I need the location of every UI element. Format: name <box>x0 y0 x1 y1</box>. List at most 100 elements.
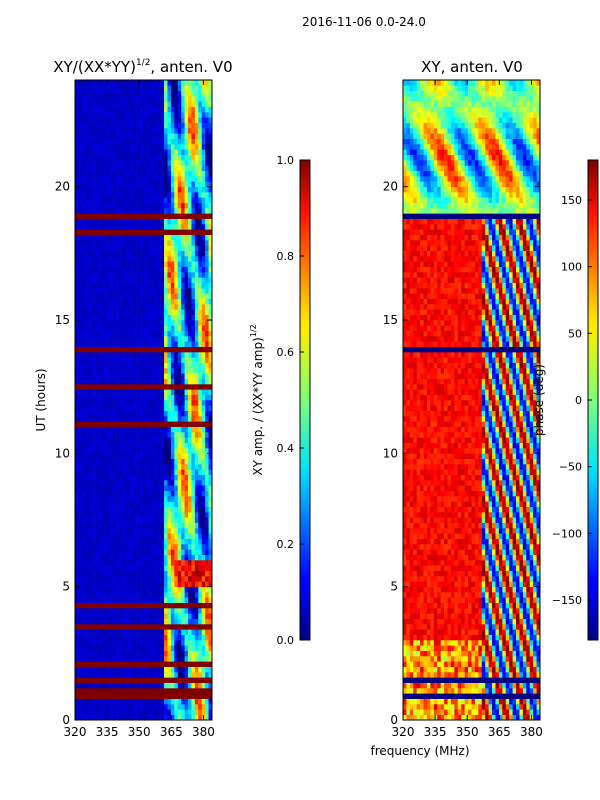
colorbar-1-ticks: 0.00.20.40.60.81.0 <box>277 154 304 647</box>
heatmap-cell <box>157 197 161 203</box>
heatmap-cell <box>447 714 452 720</box>
heatmap-cell <box>191 293 196 299</box>
heatmap-cell <box>174 464 179 470</box>
heatmap-cell <box>170 698 175 705</box>
heatmap-cell <box>133 501 137 507</box>
heatmap-cell <box>95 432 100 438</box>
heatmap-cell <box>194 304 199 310</box>
heatmap-cell <box>116 570 120 577</box>
heatmap-cell <box>102 202 107 209</box>
heatmap-cell <box>450 634 455 641</box>
heatmap-cell <box>105 362 110 369</box>
heatmap-cell <box>122 592 127 598</box>
heatmap-cell <box>85 272 89 278</box>
heatmap-cell <box>481 666 486 673</box>
heatmap-cell <box>119 517 124 523</box>
heatmap-cell <box>140 272 144 278</box>
heatmap-cell <box>188 714 192 720</box>
heatmap-cell <box>181 629 185 635</box>
heatmap-cell <box>146 512 151 518</box>
heatmap-cell <box>198 101 203 107</box>
heatmap-cell <box>75 416 79 422</box>
heatmap-cell <box>102 170 107 177</box>
heatmap-cell <box>457 704 462 710</box>
heatmap-cell <box>430 688 435 694</box>
heatmap-cell <box>167 112 172 118</box>
heatmap-cell <box>201 517 206 523</box>
heatmap-cell <box>191 186 196 193</box>
heatmap-cell <box>201 538 206 545</box>
heatmap-cell <box>102 218 107 225</box>
heatmap-cell <box>129 389 134 395</box>
heatmap-cell <box>502 682 507 689</box>
heatmap-cell <box>109 586 113 593</box>
heatmap-cell <box>81 565 86 571</box>
heatmap-cell <box>198 570 203 577</box>
heatmap-cell <box>150 442 155 449</box>
heatmap-cell <box>191 666 196 673</box>
heatmap-cell <box>198 528 203 534</box>
heatmap-cell <box>85 224 89 230</box>
heatmap-cell <box>85 426 89 433</box>
heatmap-cell <box>191 682 196 689</box>
heatmap-cell <box>146 149 151 155</box>
heatmap-cell <box>509 704 513 710</box>
heatmap-cell <box>105 501 110 507</box>
heatmap-cell <box>133 565 137 571</box>
heatmap-cell <box>95 597 100 603</box>
heatmap-cell <box>85 613 89 619</box>
heatmap-cell <box>194 282 199 289</box>
heatmap-cell <box>170 176 175 182</box>
heatmap-cell <box>170 464 175 470</box>
heatmap-cell <box>88 192 93 198</box>
heatmap-cell <box>150 352 155 358</box>
heatmap-cell <box>122 474 127 481</box>
heatmap-cell <box>119 378 124 385</box>
heatmap-cell <box>430 682 435 689</box>
heatmap-cell <box>109 485 113 491</box>
heatmap-cell <box>164 448 168 454</box>
heatmap-cell <box>105 181 110 187</box>
heatmap-cell <box>136 474 141 481</box>
heatmap-cell <box>109 528 113 534</box>
heatmap-cell <box>109 608 113 614</box>
heatmap-cell <box>109 592 113 598</box>
heatmap-cell <box>157 618 161 625</box>
heatmap-cell <box>157 613 161 619</box>
heatmap-cell <box>160 325 165 331</box>
heatmap-cell <box>194 464 199 470</box>
heatmap-cell <box>122 314 127 321</box>
heatmap-cell <box>129 506 134 513</box>
heatmap-cell <box>416 661 421 667</box>
heatmap-cell <box>153 325 158 331</box>
heatmap-cell <box>109 629 113 635</box>
heatmap-cell <box>98 672 103 678</box>
heatmap-cell <box>129 176 134 182</box>
heatmap-cell <box>75 154 79 161</box>
heatmap-cell <box>122 304 127 310</box>
heatmap-cell <box>188 554 192 561</box>
heatmap-cell <box>119 330 124 337</box>
heatmap-cell <box>188 698 192 705</box>
heatmap-cell <box>198 432 203 438</box>
heatmap-cell <box>109 309 113 315</box>
heatmap-cell <box>157 128 161 134</box>
heatmap-cell <box>164 400 168 406</box>
heatmap-cell <box>133 298 137 305</box>
heatmap-cell <box>88 618 93 625</box>
heatmap-cell <box>481 661 486 667</box>
heatmap-cell <box>167 496 172 502</box>
heatmap-cell <box>198 538 203 545</box>
heatmap-cell <box>208 138 212 145</box>
heatmap-cell <box>105 554 110 561</box>
heatmap-cell <box>167 197 172 203</box>
heatmap-cell <box>198 96 203 102</box>
heatmap-cell <box>129 394 134 401</box>
heatmap-cell <box>143 117 148 123</box>
heatmap-cell <box>85 474 89 481</box>
heatmap-cell <box>170 480 175 486</box>
heatmap-cell <box>133 533 137 539</box>
heatmap-cell <box>85 261 89 267</box>
heatmap-cell <box>164 389 168 395</box>
heatmap-cell <box>153 650 158 657</box>
